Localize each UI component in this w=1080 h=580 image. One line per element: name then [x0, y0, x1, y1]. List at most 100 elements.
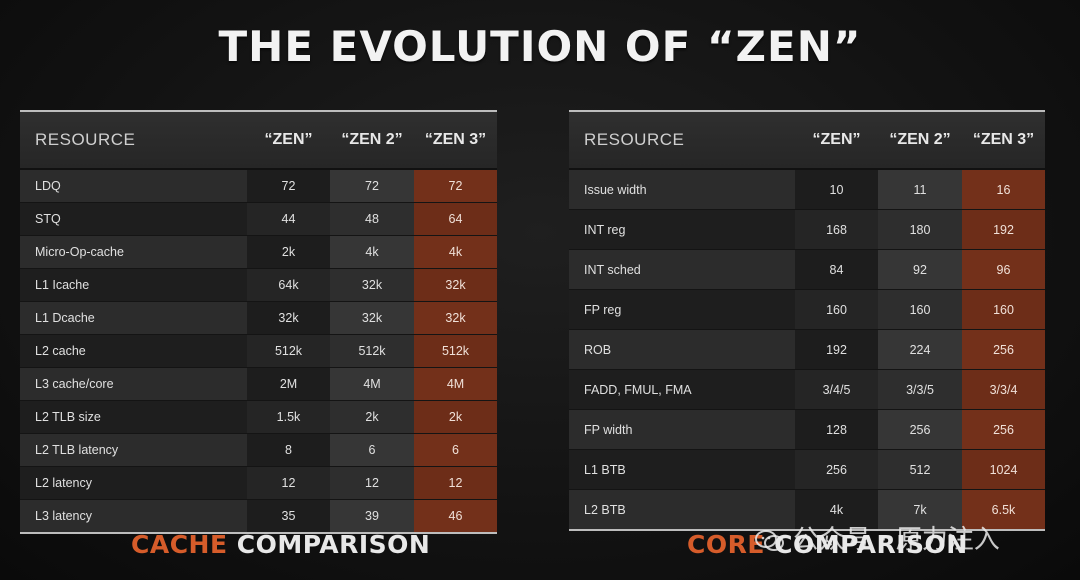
- zen3-value-cell: 192: [962, 209, 1045, 250]
- zen2-value-cell: 4M: [330, 367, 414, 401]
- zen-value-cell: 10: [795, 168, 878, 210]
- resource-name-cell: L3 cache/core: [20, 367, 247, 401]
- table-row: L2 latency 12 12 12: [20, 466, 497, 500]
- zen3-value-cell: 32k: [414, 268, 497, 302]
- table-row: L1 Icache 64k 32k 32k: [20, 268, 497, 302]
- zen3-value-cell: 160: [962, 289, 1045, 330]
- zen2-value-cell: 32k: [330, 301, 414, 335]
- zen3-value-cell: 32k: [414, 301, 497, 335]
- core-label-rest: COMPARISON: [764, 530, 968, 559]
- zen-value-cell: 12: [247, 466, 330, 500]
- resource-name-cell: L2 latency: [20, 466, 247, 500]
- zen-value-cell: 192: [795, 329, 878, 370]
- zen2-value-cell: 92: [878, 249, 962, 290]
- zen-value-cell: 128: [795, 409, 878, 450]
- resource-name-cell: L1 Icache: [20, 268, 247, 302]
- table-row: Micro-Op-cache 2k 4k 4k: [20, 235, 497, 269]
- table-row: STQ 44 48 64: [20, 202, 497, 236]
- core-label-accent: CORE: [687, 530, 765, 559]
- table-row: ROB 192 224 256: [569, 329, 1045, 370]
- zen2-value-cell: 7k: [878, 489, 962, 529]
- resource-name-cell: LDQ: [20, 168, 247, 203]
- wechat-icon: [755, 529, 784, 551]
- zen2-value-cell: 512: [878, 449, 962, 490]
- header-zen3: “ZEN 3”: [962, 112, 1045, 170]
- resource-name-cell: L2 TLB size: [20, 400, 247, 434]
- zen3-value-cell: 4k: [414, 235, 497, 269]
- zen2-value-cell: 4k: [330, 235, 414, 269]
- resource-name-cell: L2 BTB: [569, 489, 795, 529]
- resource-name-cell: INT reg: [569, 209, 795, 250]
- zen-value-cell: 84: [795, 249, 878, 290]
- zen3-value-cell: 3/3/4: [962, 369, 1045, 410]
- cache-table-header: RESOURCE “ZEN” “ZEN 2” “ZEN 3”: [20, 112, 497, 170]
- zen2-value-cell: 39: [330, 499, 414, 532]
- zen-value-cell: 2k: [247, 235, 330, 269]
- watermark: 公众号 · 原力注入: [755, 519, 1000, 556]
- header-zen3: “ZEN 3”: [414, 112, 497, 170]
- table-row: L3 latency 35 39 46: [20, 499, 497, 532]
- zen2-value-cell: 180: [878, 209, 962, 250]
- zen3-value-cell: 46: [414, 499, 497, 532]
- zen3-value-cell: 256: [962, 409, 1045, 450]
- zen-value-cell: 35: [247, 499, 330, 532]
- cache-label-accent: CACHE: [131, 530, 228, 559]
- zen3-value-cell: 6.5k: [962, 489, 1045, 529]
- zen2-value-cell: 6: [330, 433, 414, 467]
- resource-name-cell: FP width: [569, 409, 795, 450]
- zen-value-cell: 8: [247, 433, 330, 467]
- zen3-value-cell: 4M: [414, 367, 497, 401]
- zen2-value-cell: 256: [878, 409, 962, 450]
- table-row: FADD, FMUL, FMA 3/4/5 3/3/5 3/3/4: [569, 369, 1045, 410]
- zen-value-cell: 512k: [247, 334, 330, 368]
- page-title: THE EVOLUTION OF “ZEN”: [218, 22, 862, 71]
- table-row: L2 BTB 4k 7k 6.5k: [569, 489, 1045, 529]
- zen-value-cell: 160: [795, 289, 878, 330]
- resource-name-cell: ROB: [569, 329, 795, 370]
- zen2-value-cell: 512k: [330, 334, 414, 368]
- resource-name-cell: L1 BTB: [569, 449, 795, 490]
- header-resource: RESOURCE: [569, 112, 795, 170]
- header-resource: RESOURCE: [20, 112, 247, 170]
- zen-value-cell: 256: [795, 449, 878, 490]
- table-row: L1 BTB 256 512 1024: [569, 449, 1045, 490]
- cache-comparison-table: RESOURCE “ZEN” “ZEN 2” “ZEN 3” LDQ 72 72 72…: [20, 110, 497, 534]
- core-table-header: RESOURCE “ZEN” “ZEN 2” “ZEN 3”: [569, 112, 1045, 170]
- resource-name-cell: L2 cache: [20, 334, 247, 368]
- resource-name-cell: L3 latency: [20, 499, 247, 532]
- header-zen2: “ZEN 2”: [878, 112, 962, 170]
- zen-value-cell: 44: [247, 202, 330, 236]
- zen-value-cell: 4k: [795, 489, 878, 529]
- zen2-value-cell: 48: [330, 202, 414, 236]
- zen3-value-cell: 12: [414, 466, 497, 500]
- zen2-value-cell: 3/3/5: [878, 369, 962, 410]
- zen3-value-cell: 1024: [962, 449, 1045, 490]
- zen-value-cell: 32k: [247, 301, 330, 335]
- cache-label-rest: COMPARISON: [227, 530, 431, 559]
- zen2-value-cell: 11: [878, 168, 962, 210]
- table-row: INT reg 168 180 192: [569, 209, 1045, 250]
- resource-name-cell: STQ: [20, 202, 247, 236]
- zen-value-cell: 168: [795, 209, 878, 250]
- zen2-value-cell: 224: [878, 329, 962, 370]
- zen-value-cell: 1.5k: [247, 400, 330, 434]
- resource-name-cell: L1 Dcache: [20, 301, 247, 335]
- header-zen: “ZEN”: [247, 112, 330, 170]
- table-row: FP reg 160 160 160: [569, 289, 1045, 330]
- zen3-value-cell: 64: [414, 202, 497, 236]
- table-row: INT sched 84 92 96: [569, 249, 1045, 290]
- zen2-value-cell: 32k: [330, 268, 414, 302]
- header-zen2: “ZEN 2”: [330, 112, 414, 170]
- header-zen: “ZEN”: [795, 112, 878, 170]
- table-row: L1 Dcache 32k 32k 32k: [20, 301, 497, 335]
- resource-name-cell: Issue width: [569, 168, 795, 210]
- core-comparison-label: CORE COMPARISON: [687, 530, 968, 559]
- zen-value-cell: 72: [247, 168, 330, 203]
- zen3-value-cell: 72: [414, 168, 497, 203]
- zen3-value-cell: 16: [962, 168, 1045, 210]
- watermark-text: 公众号 · 原力注入: [793, 525, 1000, 555]
- zen2-value-cell: 160: [878, 289, 962, 330]
- table-row: L3 cache/core 2M 4M 4M: [20, 367, 497, 401]
- resource-name-cell: L2 TLB latency: [20, 433, 247, 467]
- table-row: L2 TLB size 1.5k 2k 2k: [20, 400, 497, 434]
